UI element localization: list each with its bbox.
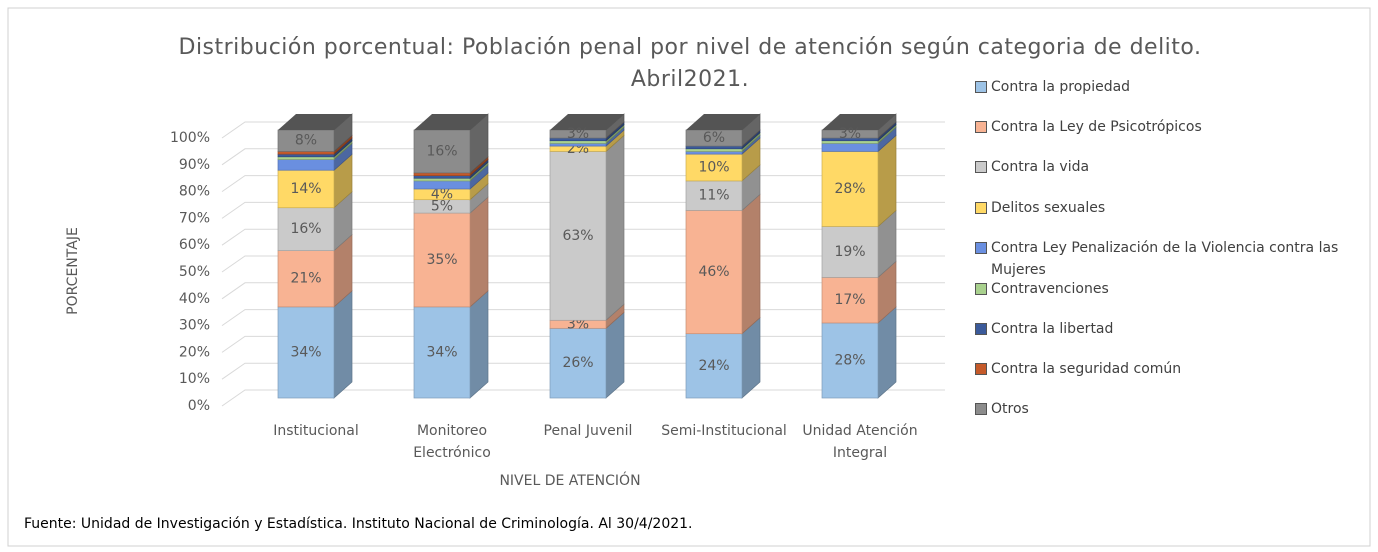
data-label: 4%	[431, 186, 453, 202]
legend-swatch	[975, 161, 987, 173]
data-label: 28%	[834, 352, 865, 368]
chart-title: Distribución porcentual: Población penal…	[178, 35, 1202, 92]
frame	[7, 7, 1371, 547]
legend-swatch	[975, 363, 987, 375]
data-label: 19%	[834, 244, 865, 260]
data-label: 17%	[834, 292, 865, 308]
legend-swatch	[975, 242, 987, 254]
legend-label: Contra la seguridad común	[991, 361, 1182, 377]
y-tick-label: 10%	[179, 371, 210, 387]
legend-label: Contra la libertad	[991, 321, 1114, 337]
data-label: 5%	[431, 198, 453, 214]
legend-label: Otros	[991, 401, 1029, 417]
bar-segment	[685, 153, 743, 182]
bar-segment	[277, 306, 335, 399]
bar-segment	[685, 151, 743, 155]
legend-swatch	[975, 81, 987, 93]
bar-segment	[413, 177, 471, 182]
y-axis-label: PORCENTAJE	[65, 227, 81, 315]
legend-swatch	[975, 283, 987, 295]
legend-swatch	[975, 202, 987, 214]
y-tick-label: 20%	[179, 344, 210, 360]
bar-segment	[277, 159, 335, 171]
data-label: 3%	[567, 126, 589, 142]
legend-swatch	[975, 323, 987, 335]
data-label: 14%	[290, 181, 321, 197]
bar-segment	[685, 145, 743, 150]
bar-segment	[821, 277, 879, 324]
legend-swatch	[975, 403, 987, 415]
legend-label: Contra la Ley de Psicotrópicos	[991, 119, 1202, 135]
bar-segment	[413, 212, 471, 308]
data-label: 6%	[703, 130, 725, 146]
bar-side	[469, 290, 489, 399]
bar-top	[550, 114, 624, 130]
data-label: 34%	[426, 344, 457, 360]
legend-swatch	[975, 121, 987, 133]
y-tick-label: 0%	[188, 398, 210, 414]
source-note: Fuente: Unidad de Investigación y Estadí…	[24, 516, 693, 532]
bar-top	[278, 114, 352, 130]
legend-label: Delitos sexuales	[991, 200, 1106, 216]
y-tick-label: 90%	[179, 157, 210, 173]
data-label: 34%	[290, 344, 321, 360]
bar-segment	[277, 153, 335, 158]
data-label: 21%	[290, 271, 321, 287]
x-tick-label: Semi-Institucional	[661, 423, 787, 439]
x-tick-label: Monitoreo Electrónico	[413, 423, 491, 461]
bar-segment	[685, 180, 743, 211]
x-tick-label: Penal Juvenil	[543, 423, 633, 439]
y-tick-label: 50%	[179, 264, 210, 280]
bar-segment	[685, 333, 743, 399]
bar-top	[822, 114, 896, 130]
bar-segment	[277, 156, 335, 160]
y-tick-label: 70%	[179, 210, 210, 226]
bar-segment	[413, 180, 471, 190]
bar-segment	[549, 143, 607, 147]
x-tick-label: Unidad Atención Integral	[802, 423, 918, 461]
y-tick-label: 40%	[179, 291, 210, 307]
data-label: 16%	[290, 221, 321, 237]
bar-segment	[413, 172, 471, 176]
data-label: 24%	[698, 358, 729, 374]
bar-segment	[277, 151, 335, 155]
bar-segment	[685, 148, 743, 152]
bar-segment	[821, 151, 879, 227]
data-label: 26%	[562, 355, 593, 371]
legend-label: Contra la propiedad	[991, 79, 1131, 95]
y-tick-label: 60%	[179, 237, 210, 253]
data-label: 28%	[834, 181, 865, 197]
x-axis-label: NIVEL DE ATENCIÓN	[499, 473, 641, 489]
bar-side	[605, 134, 625, 322]
y-tick-label: 100%	[170, 130, 210, 146]
data-label: 11%	[698, 188, 729, 204]
data-label: 63%	[562, 228, 593, 244]
data-label: 16%	[426, 143, 457, 159]
legend-label: Contra la vida	[991, 159, 1090, 175]
bar-side	[333, 290, 353, 399]
y-tick-label: 30%	[179, 318, 210, 334]
data-label: 10%	[698, 160, 729, 176]
bar-segment	[413, 175, 471, 179]
data-label: 8%	[295, 133, 317, 149]
bar-segment	[549, 327, 607, 399]
data-label: 35%	[426, 252, 457, 268]
bar-segment	[821, 143, 879, 152]
data-label: 3%	[839, 126, 861, 142]
bar-segment	[413, 129, 471, 174]
bar-side	[469, 196, 489, 308]
bar-segment	[277, 169, 335, 209]
bar-side	[741, 193, 761, 335]
bar-segment	[277, 207, 335, 251]
legend-label: Contra Ley Penalización de la Violencia …	[991, 240, 1339, 278]
data-label: 46%	[698, 264, 729, 280]
y-tick-label: 80%	[179, 184, 210, 200]
legend-label: Contravenciones	[991, 281, 1109, 297]
bar-top	[414, 114, 488, 130]
x-tick-label: Institucional	[273, 423, 359, 439]
bar-top	[686, 114, 760, 130]
